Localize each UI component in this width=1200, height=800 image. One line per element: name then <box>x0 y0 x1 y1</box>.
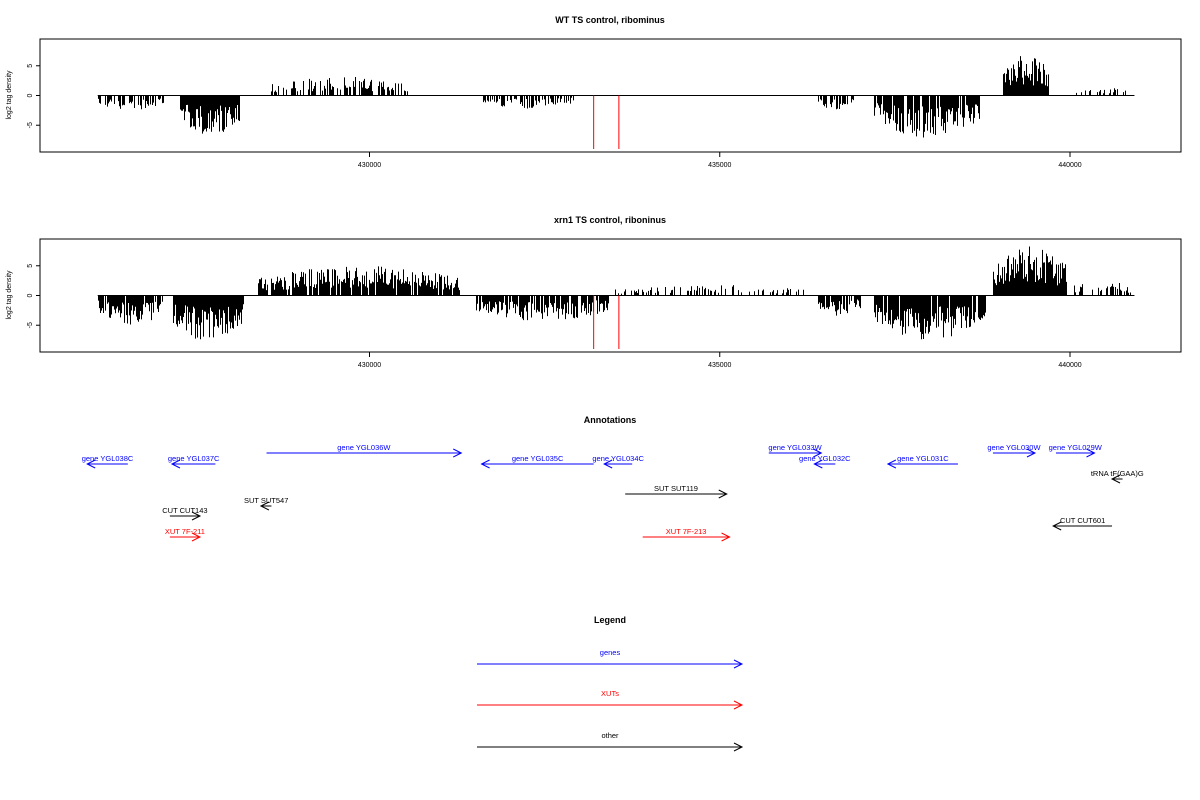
annotation-label: tRNA tF(GAA)G <box>1091 469 1144 478</box>
legend-label: genes <box>600 648 621 657</box>
annotation-arrow <box>625 489 728 499</box>
legend-title: Legend <box>594 615 626 625</box>
annotation-arrow <box>1055 448 1096 458</box>
legend-label: XUTs <box>601 689 619 698</box>
annotation-arrow <box>1052 521 1113 531</box>
annotation-arrow <box>86 459 128 469</box>
annotation-arrow <box>480 459 594 469</box>
annotation-label: XUT 7F-211 <box>165 527 205 536</box>
annotation-label: gene YGL036W <box>337 443 391 452</box>
annotation-label: gene YGL034C <box>592 454 644 463</box>
legend-label: other <box>601 731 619 740</box>
annotation-label: SUT SUT547 <box>244 496 288 505</box>
annotation-label: gene YGL033W <box>768 443 822 452</box>
xrn1-bars <box>97 246 1135 349</box>
annotation-label: gene YGL038C <box>82 454 134 463</box>
wt-y-tick-label: 5 <box>27 64 34 68</box>
wt-x-ticks: 430000 435000 440000 <box>358 151 1082 169</box>
xrn1-y-axis-label: log2 tag density <box>6 270 13 320</box>
annotation-label: SUT SUT119 <box>654 484 698 493</box>
annotation-label: CUT CUT601 <box>1060 516 1105 525</box>
wt-panel-title: WT TS control, ribominus <box>555 15 665 25</box>
annotations-panel: Annotations gene YGL038C gene YGL037C gene… <box>82 415 1144 542</box>
annotation-arrow <box>603 459 633 469</box>
legend-arrow-XUTs <box>477 700 744 710</box>
xrn1-x-ticks: 430000 435000 440000 <box>358 351 1082 369</box>
legend-panel: Legend genes XUTs other <box>477 615 744 752</box>
legend-arrow-genes <box>477 659 744 669</box>
annotation-arrow <box>169 511 202 521</box>
wt-x-tick-label: 435000 <box>708 162 731 169</box>
wt-x-tick-label: 430000 <box>358 162 381 169</box>
annotation-arrow <box>642 532 731 542</box>
annotation-arrow <box>886 459 958 469</box>
annotation-arrow <box>1110 474 1123 484</box>
annotation-arrow <box>266 448 463 458</box>
annotation-label: XUT 7F-213 <box>666 527 707 536</box>
wt-x-tick-label: 440000 <box>1058 162 1081 169</box>
xrn1-y-ticks: -5 0 5 <box>27 264 41 328</box>
xrn1-panel: xrn1 TS control, riboninus log2 tag dens… <box>6 215 1182 369</box>
xrn1-y-tick-label: -5 <box>27 322 34 328</box>
annotation-label: gene YGL029W <box>1049 443 1103 452</box>
xrn1-panel-title: xrn1 TS control, riboninus <box>554 215 666 225</box>
wt-y-tick-label: -5 <box>27 122 34 128</box>
wt-bars <box>97 56 1135 149</box>
wt-panel: WT TS control, ribominus log2 tag densit… <box>6 15 1182 169</box>
annotations-title: Annotations <box>584 415 637 425</box>
annotation-arrow <box>813 459 836 469</box>
wt-y-ticks: -5 0 5 <box>27 64 41 128</box>
annotation-label: gene YGL037C <box>168 454 220 463</box>
annotation-label: gene YGL031C <box>897 454 949 463</box>
xrn1-y-tick-label: 0 <box>27 293 34 297</box>
annotation-arrow <box>170 459 216 469</box>
wt-y-tick-label: 0 <box>27 93 34 97</box>
annotation-label: gene YGL032C <box>799 454 851 463</box>
annotation-arrow <box>992 448 1037 458</box>
annotation-arrow <box>259 501 272 511</box>
annotation-label: gene YGL035C <box>512 454 564 463</box>
xrn1-x-tick-label: 430000 <box>358 362 381 369</box>
wt-y-axis-label: log2 tag density <box>6 70 13 120</box>
annotation-arrow <box>768 448 823 458</box>
xrn1-x-tick-label: 440000 <box>1058 362 1081 369</box>
annotation-arrow <box>169 532 202 542</box>
xrn1-x-tick-label: 435000 <box>708 362 731 369</box>
legend-arrow-other <box>477 742 744 752</box>
annotation-label: gene YGL030W <box>987 443 1041 452</box>
xrn1-y-tick-label: 5 <box>27 264 34 268</box>
annotation-label: CUT CUT143 <box>162 506 207 515</box>
